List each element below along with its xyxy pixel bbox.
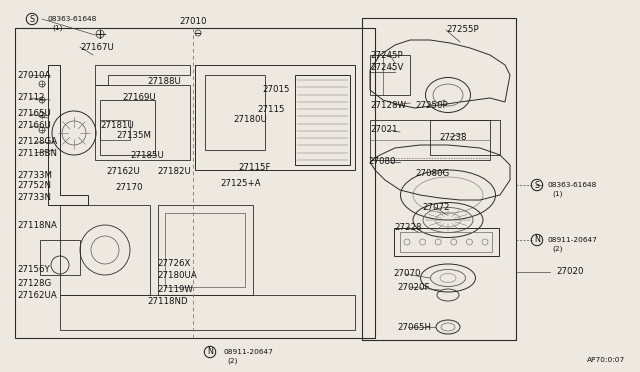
Text: 27128GA: 27128GA <box>17 138 57 147</box>
Text: 27162UA: 27162UA <box>17 292 57 301</box>
Text: 27112: 27112 <box>17 93 45 103</box>
Text: 27165U: 27165U <box>17 109 51 119</box>
Bar <box>158 205 253 295</box>
Text: 27726X: 27726X <box>157 259 190 267</box>
Bar <box>40 240 80 275</box>
Text: 27167U: 27167U <box>80 42 114 51</box>
Bar <box>100 120 130 140</box>
Text: 27072: 27072 <box>422 202 449 212</box>
Text: 27010: 27010 <box>179 17 207 26</box>
Text: 27115F: 27115F <box>238 163 271 171</box>
Bar <box>195 65 355 170</box>
Text: 27733M: 27733M <box>17 170 52 180</box>
Text: 27015: 27015 <box>262 86 289 94</box>
Text: 08363-61648: 08363-61648 <box>48 16 97 22</box>
Text: S: S <box>29 15 35 23</box>
Text: 27182U: 27182U <box>157 167 191 176</box>
Text: 27250P: 27250P <box>415 100 447 109</box>
Text: (2): (2) <box>552 246 563 252</box>
Text: 08363-61648: 08363-61648 <box>548 182 597 188</box>
Text: 27119W: 27119W <box>157 285 193 294</box>
Text: S: S <box>534 180 540 189</box>
Bar <box>394 228 499 256</box>
Text: (1): (1) <box>52 25 63 31</box>
Text: 27118BN: 27118BN <box>17 148 57 157</box>
Bar <box>362 18 516 340</box>
Text: 27020F: 27020F <box>397 282 429 292</box>
Text: 27169U: 27169U <box>122 93 156 102</box>
Text: 27080G: 27080G <box>415 170 449 179</box>
Text: 27020: 27020 <box>556 267 584 276</box>
Bar <box>370 120 490 160</box>
Bar <box>95 85 190 160</box>
Bar <box>205 75 265 150</box>
Text: 27166U: 27166U <box>17 122 51 131</box>
Text: N: N <box>534 235 540 244</box>
Text: 27180U: 27180U <box>233 115 267 125</box>
Text: (2): (2) <box>227 358 237 364</box>
Text: 27170: 27170 <box>115 183 143 192</box>
Text: 27185U: 27185U <box>130 151 164 160</box>
Text: 08911-20647: 08911-20647 <box>223 349 273 355</box>
Text: AP70:0:07: AP70:0:07 <box>587 357 625 363</box>
Text: 27128G: 27128G <box>17 279 51 288</box>
Bar <box>400 232 492 252</box>
Text: 27115: 27115 <box>257 106 285 115</box>
Text: 27180UA: 27180UA <box>157 272 196 280</box>
Text: 27021: 27021 <box>370 125 397 135</box>
Text: 27118ND: 27118ND <box>147 298 188 307</box>
Text: 27255P: 27255P <box>446 26 479 35</box>
Text: 27135M: 27135M <box>116 131 151 140</box>
Text: 27238: 27238 <box>439 132 467 141</box>
Text: 27118NA: 27118NA <box>17 221 57 230</box>
Text: 27162U: 27162U <box>106 167 140 176</box>
Text: 27128W: 27128W <box>370 100 406 109</box>
Text: 27080: 27080 <box>368 157 396 167</box>
Text: 27125+A: 27125+A <box>220 179 260 187</box>
Text: 27010A: 27010A <box>17 71 51 80</box>
Text: (1): (1) <box>552 191 563 197</box>
Bar <box>370 55 410 95</box>
Bar <box>100 100 155 155</box>
Text: N: N <box>207 347 213 356</box>
Text: 27733N: 27733N <box>17 192 51 202</box>
Text: 27228: 27228 <box>394 222 422 231</box>
Text: 27245V: 27245V <box>370 62 403 71</box>
Bar <box>295 75 350 165</box>
Text: 27156Y: 27156Y <box>17 266 50 275</box>
Bar <box>15 28 375 338</box>
Text: 27752N: 27752N <box>17 182 51 190</box>
Text: 27065H: 27065H <box>397 323 431 331</box>
Text: 27070: 27070 <box>393 269 420 279</box>
Bar <box>430 120 500 155</box>
Bar <box>165 213 245 287</box>
Bar <box>60 295 355 330</box>
Bar <box>60 205 150 295</box>
Text: 27245P: 27245P <box>370 51 403 60</box>
Text: 27188U: 27188U <box>147 77 181 87</box>
Text: 08911-20647: 08911-20647 <box>548 237 598 243</box>
Text: 27181U: 27181U <box>100 121 134 129</box>
